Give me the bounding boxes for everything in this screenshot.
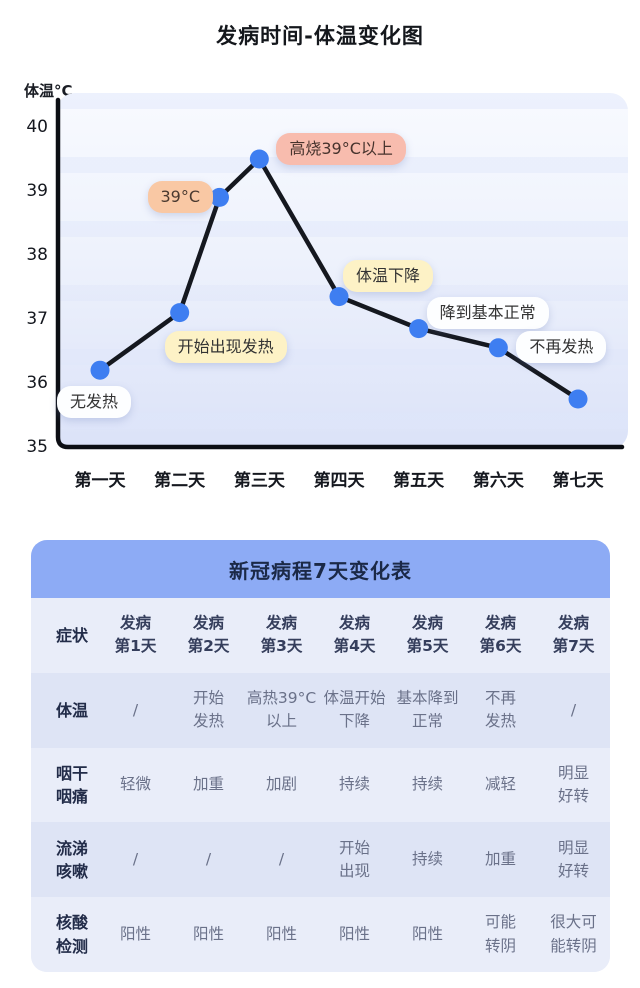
- row-label-symptom: 症状: [55, 625, 88, 645]
- table-title: 新冠病程7天变化表: [229, 558, 412, 583]
- temperature-chart: 发病时间-体温变化图 体温°C 35 36 37 38 39 40 第一天 第二天 第三天 第四天…: [24, 24, 628, 491]
- data-point: [488, 338, 508, 358]
- table-row: 流涕 咳嗽 / / / 开始 出现 持续 加重 明显 好转: [31, 822, 610, 898]
- day-header-cell: 发病 第1天: [114, 614, 157, 656]
- table-cell: /: [132, 850, 139, 869]
- chart-title: 发病时间-体温变化图: [216, 24, 424, 48]
- x-tick-label: 第一天: [74, 471, 126, 491]
- x-tick-label: 第二天: [154, 471, 206, 491]
- table-cell: 高热39°C 以上: [246, 688, 317, 731]
- row-label: 流涕 咳嗽: [55, 838, 88, 881]
- data-point: [568, 389, 588, 409]
- table-cell: /: [205, 850, 212, 869]
- table-header: 新冠病程7天变化表: [31, 540, 610, 598]
- table-cell: 加重: [192, 775, 224, 794]
- temperature-line-plot: [55, 97, 625, 450]
- table-cell: 加重: [484, 850, 516, 869]
- y-tick-label: 37: [26, 309, 48, 329]
- y-tick-label: 35: [26, 437, 48, 457]
- y-tick-label: 36: [26, 373, 48, 393]
- y-tick-label: 39: [26, 181, 48, 201]
- data-point: [329, 287, 349, 307]
- chart-annotation-bubble: 开始出现发热: [164, 330, 287, 363]
- table-cell: 持续: [411, 850, 443, 869]
- temperature-line: [97, 156, 581, 402]
- data-point: [249, 149, 269, 169]
- table-body: 症状 发病 第1天 发病 第2天 发病 第3天 发病 第4天 发病 第5天 发病 第6天 发病…: [31, 598, 610, 972]
- day-header-cell: 发病 第4天: [333, 614, 376, 656]
- axes-lines: [55, 97, 625, 450]
- x-tick-label: 第五天: [393, 471, 445, 491]
- table-cell: 阳性: [338, 924, 370, 943]
- table-cell: 加剧: [265, 775, 297, 794]
- table-row: 体温 / 开始 发热 高热39°C 以上 体温开始 下降 基本降到 正常 不再 发热 /: [31, 672, 610, 748]
- table-cell: 轻微: [119, 775, 151, 794]
- x-tick-label: 第四天: [313, 471, 365, 491]
- table-cell: 不再 发热: [484, 688, 516, 731]
- table-cell: 阳性: [265, 924, 297, 943]
- y-tick-label: 38: [26, 245, 48, 265]
- table-cell: 明显 好转: [557, 763, 589, 805]
- table-cell: 阳性: [192, 924, 224, 943]
- chart-annotation-bubble: 39°C: [147, 181, 214, 214]
- table-cell: 体温开始 下降: [323, 688, 386, 731]
- chart-annotation-bubble: 降到基本正常: [426, 296, 549, 329]
- chart-annotation-bubble: 不再发热: [516, 330, 607, 363]
- table-cell: 明显 好转: [557, 838, 589, 880]
- chart-annotation-bubble: 体温下降: [343, 259, 434, 292]
- table-cell: 减轻: [484, 775, 516, 794]
- y-axis-label: 体温°C: [24, 82, 73, 100]
- day-header-cell: 发病 第5天: [406, 614, 449, 656]
- chart-annotation-bubble: 高烧39°C以上: [276, 133, 406, 165]
- x-tick-label: 第七天: [552, 471, 604, 491]
- x-tick-label: 第六天: [472, 471, 524, 491]
- table-cell: 持续: [338, 775, 370, 794]
- table-cell: /: [278, 850, 285, 869]
- x-tick-label: 第三天: [233, 471, 285, 491]
- table-cell: 可能 转阴: [484, 913, 516, 955]
- data-point: [170, 303, 190, 323]
- table-cell: 阳性: [119, 924, 151, 943]
- data-point: [210, 187, 230, 207]
- chart-annotation-bubble: 无发热: [57, 386, 132, 419]
- table-cell: /: [570, 700, 577, 719]
- table-row: 咽干 咽痛 轻微 加重 加剧 持续 持续 减轻 明显 好转: [31, 747, 610, 823]
- table-cell: 持续: [411, 775, 443, 794]
- table-cell: 开始 发热: [192, 688, 224, 731]
- data-point: [90, 360, 110, 380]
- table-cell: /: [132, 700, 139, 719]
- data-point: [409, 319, 429, 339]
- day-header-cell: 发病 第6天: [479, 614, 522, 656]
- table-cell: 开始 出现: [338, 838, 370, 880]
- table-cell: 阳性: [411, 924, 443, 943]
- day-header-cell: 发病 第2天: [187, 614, 230, 656]
- row-label: 核酸 检测: [55, 913, 88, 956]
- covid-course-table: 新冠病程7天变化表 症状 发病 第1天 发病 第2天 发病 第3天 发病 第4天 发病 第…: [31, 540, 610, 972]
- day-header-cell: 发病 第7天: [552, 614, 595, 656]
- y-tick-label: 40: [26, 117, 48, 137]
- table-cell: 基本降到 正常: [396, 688, 459, 731]
- row-label: 咽干 咽痛: [55, 763, 88, 806]
- table-day-header-row: 症状 发病 第1天 发病 第2天 发病 第3天 发病 第4天 发病 第5天 发病 第6天 发病…: [31, 598, 610, 673]
- table-cell: 很大可 能转阴: [550, 913, 597, 955]
- row-label: 体温: [55, 700, 88, 720]
- table-row: 核酸 检测 阳性 阳性 阳性 阳性 阳性 可能 转阴 很大可 能转阴: [31, 897, 610, 972]
- day-header-cell: 发病 第3天: [260, 614, 303, 656]
